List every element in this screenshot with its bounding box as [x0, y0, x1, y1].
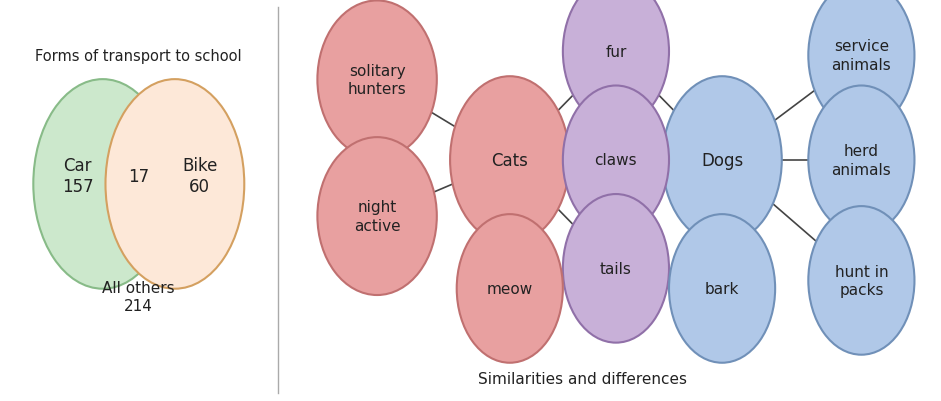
Ellipse shape [808, 207, 915, 355]
Text: 17: 17 [128, 168, 150, 185]
Ellipse shape [662, 77, 782, 244]
Ellipse shape [317, 138, 437, 295]
Ellipse shape [669, 215, 775, 363]
Ellipse shape [563, 0, 669, 126]
Text: bark: bark [705, 281, 740, 296]
Text: Cats: Cats [491, 152, 528, 169]
Text: herd
animals: herd animals [832, 144, 891, 177]
Text: solitary
hunters: solitary hunters [348, 63, 407, 97]
Ellipse shape [808, 0, 915, 130]
Ellipse shape [450, 77, 569, 244]
Ellipse shape [808, 86, 915, 235]
Text: Bike
60: Bike 60 [183, 157, 217, 196]
Ellipse shape [33, 80, 172, 289]
Ellipse shape [105, 80, 245, 289]
Ellipse shape [456, 215, 563, 363]
Ellipse shape [563, 194, 669, 343]
Text: service
animals: service animals [832, 39, 891, 73]
Text: tails: tails [600, 261, 631, 276]
Text: fur: fur [605, 45, 627, 60]
Text: Dogs: Dogs [701, 152, 743, 169]
Text: hunt in
packs: hunt in packs [835, 264, 888, 298]
Ellipse shape [563, 86, 669, 235]
Text: night
active: night active [354, 200, 401, 233]
Text: Car
157: Car 157 [62, 157, 93, 196]
Text: meow: meow [486, 281, 533, 296]
Text: All others
214: All others 214 [103, 281, 175, 313]
Text: claws: claws [595, 153, 637, 168]
Ellipse shape [317, 2, 437, 159]
Text: Forms of transport to school: Forms of transport to school [36, 49, 242, 64]
Text: Similarities and differences: Similarities and differences [478, 371, 687, 387]
